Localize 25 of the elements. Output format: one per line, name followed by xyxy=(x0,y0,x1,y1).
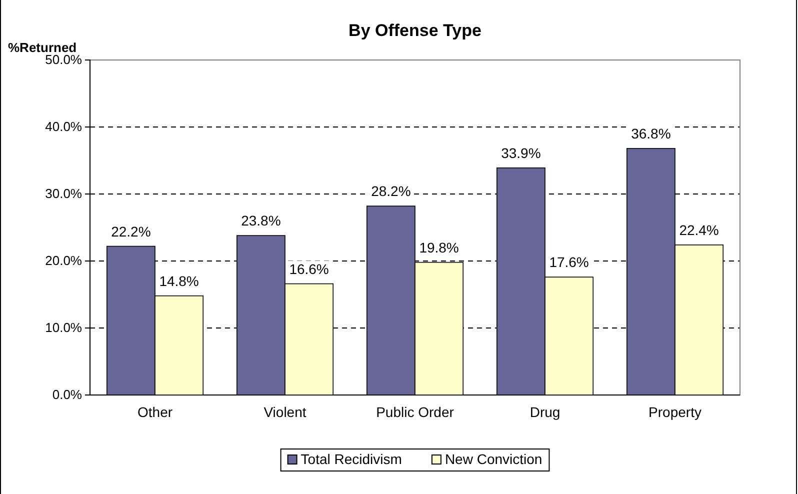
data-label: 33.9% xyxy=(501,144,541,161)
data-label: 16.6% xyxy=(289,260,329,277)
y-tick-label: 50.0% xyxy=(45,52,82,68)
x-tick-label: Property xyxy=(648,404,702,420)
data-label: 14.8% xyxy=(159,272,199,289)
x-tick-label: Violent xyxy=(264,404,306,420)
x-tick-label: Public Order xyxy=(376,404,454,420)
data-label: 36.8% xyxy=(631,125,671,142)
data-label: 19.8% xyxy=(419,239,459,256)
chart-title: By Offense Type xyxy=(348,21,482,40)
legend-label: Total Recidivism xyxy=(300,451,402,467)
x-tick-label: Drug xyxy=(530,404,560,420)
legend-label: New Conviction xyxy=(444,451,542,467)
y-axis-title: %Returned xyxy=(8,40,77,55)
data-label: 28.2% xyxy=(371,183,411,200)
y-tick-label: 30.0% xyxy=(45,186,82,202)
data-label: 22.2% xyxy=(111,223,151,240)
y-tick-label: 10.0% xyxy=(45,320,82,336)
y-tick-label: 0.0% xyxy=(52,387,82,402)
x-tick-label: Other xyxy=(137,404,173,420)
data-label: 22.4% xyxy=(679,222,719,238)
y-tick-label: 20.0% xyxy=(45,253,82,268)
y-tick-label: 40.0% xyxy=(45,119,82,134)
data-label: 23.8% xyxy=(241,212,281,229)
data-label: 17.6% xyxy=(549,254,589,270)
